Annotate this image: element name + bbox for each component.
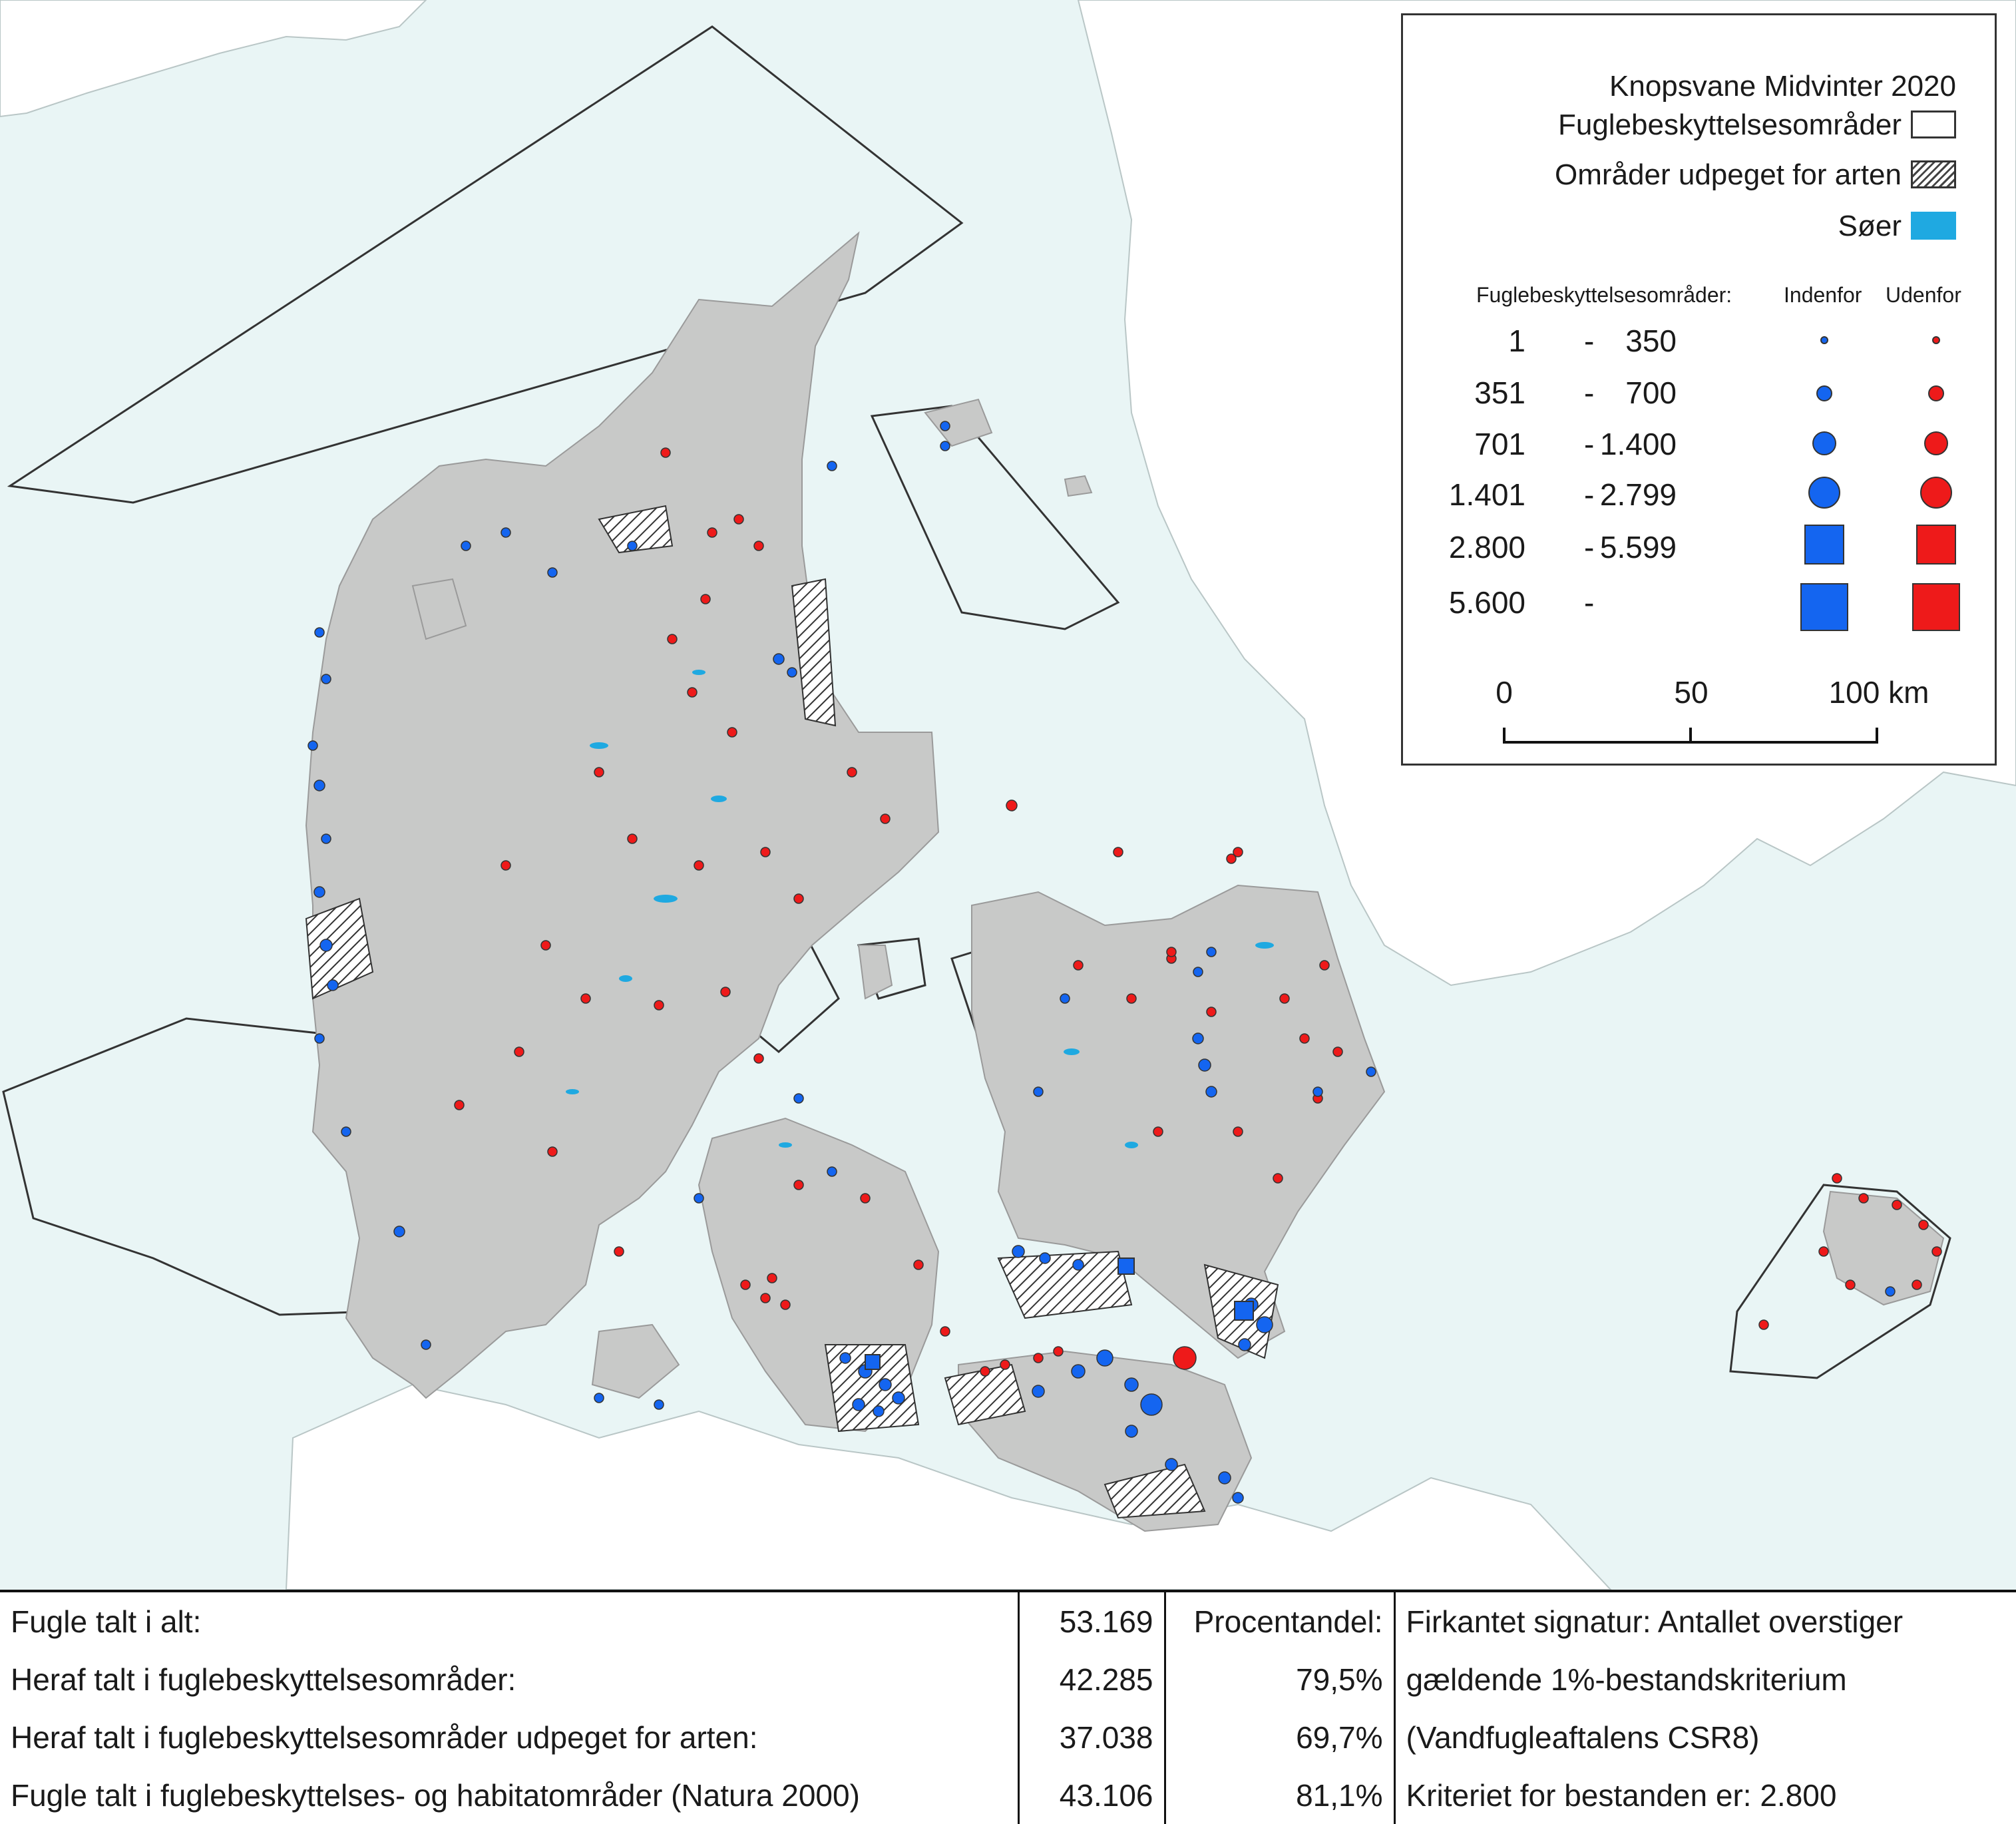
- scalebar-tick: [1876, 728, 1878, 744]
- scalebar-tick: [1503, 728, 1506, 744]
- legend-class-2-to: 700: [1625, 375, 1677, 410]
- legend-symbol-outside-2: [1928, 385, 1944, 401]
- laeso: [924, 398, 993, 447]
- legend-class-5-to: 5.599: [1599, 530, 1677, 565]
- legend-class-2-dash: -: [1584, 375, 1595, 410]
- legend-columns-header: Fuglebeskyttelsesområder:: [1476, 283, 1732, 307]
- legend-symbol-inside-2: [1816, 385, 1832, 401]
- legend-col-inside: Indenfor: [1784, 283, 1862, 307]
- legend-symbol-outside-1: [1932, 336, 1940, 344]
- legend-class-6-from: 5.600: [1448, 585, 1525, 620]
- stat-value: 43.106: [1017, 1766, 1165, 1824]
- legend-swatch-white: [1911, 111, 1956, 138]
- stat-percent: 81,1%: [1163, 1766, 1394, 1824]
- stat-label: Heraf talt i fuglebeskyttelsesområder:: [11, 1662, 516, 1697]
- scalebar-tick: [1689, 728, 1692, 744]
- legend-class-5-from: 2.800: [1448, 530, 1525, 565]
- legend-swatch-hatched: [1911, 160, 1956, 188]
- stat-note: gældende 1%-bestandskriterium: [1393, 1650, 2016, 1708]
- legend-col-outside: Udenfor: [1886, 283, 1961, 307]
- legend-symbol-outside-5: [1916, 525, 1956, 565]
- legend-symbol-inside-1: [1820, 336, 1828, 344]
- norway-land: [0, 0, 427, 118]
- map-legend: Knopsvane Midvinter 2020 Fuglebeskyttels…: [1401, 13, 1997, 766]
- counts-inside-spa: [307, 421, 1896, 1504]
- mors: [411, 578, 467, 640]
- lakes: [566, 670, 1274, 1148]
- counts-outside-spa: [454, 447, 1942, 1377]
- stat-note: Firkantet signatur: Antallet overstiger: [1393, 1592, 2016, 1650]
- stat-value: 53.169: [1017, 1592, 1165, 1650]
- stat-value: 42.285: [1017, 1650, 1165, 1708]
- stat-percent: 69,7%: [1163, 1708, 1394, 1766]
- legend-swatch-lakes: [1911, 212, 1956, 240]
- legend-class-3-from: 701: [1474, 427, 1525, 461]
- legend-class-1-to: 350: [1625, 324, 1677, 358]
- scalebar: 0 50 100 km: [1496, 674, 1929, 754]
- legend-symbol-outside-6: [1912, 583, 1960, 631]
- scalebar-label-100: 100 km: [1828, 675, 1929, 710]
- bornholm: [1822, 1190, 1945, 1306]
- als: [591, 1323, 680, 1399]
- legend-class-4-dash: -: [1584, 477, 1595, 512]
- germany-land: [285, 1383, 1612, 1590]
- legend-class-1-from: 1: [1508, 324, 1525, 358]
- counts-large-squares: [865, 1257, 1254, 1370]
- legend-class-2-from: 351: [1474, 375, 1525, 410]
- map-bottom-border: [0, 1590, 2016, 1592]
- legend-symbol-outside-4: [1920, 477, 1952, 509]
- legend-class-6-dash: -: [1584, 585, 1595, 620]
- legend-class-3-to: 1.400: [1599, 427, 1677, 461]
- legend-item-lakes: Søer: [1838, 210, 1902, 242]
- legend-class-4-to: 2.799: [1599, 477, 1677, 512]
- samso: [857, 945, 893, 1000]
- stat-label: Fugle talt i fuglebeskyttelses- og habit…: [11, 1777, 860, 1813]
- stat-label: Heraf talt i fuglebeskyttelsesområder ud…: [11, 1719, 758, 1755]
- legend-class-4-from: 1.401: [1448, 477, 1525, 512]
- legend-item-designated-areas: Områder udpeget for arten: [1555, 158, 1902, 191]
- legend-symbol-inside-5: [1804, 525, 1844, 565]
- legend-class-5-dash: -: [1584, 530, 1595, 565]
- legend-class-1-dash: -: [1584, 324, 1595, 358]
- scalebar-label-50: 50: [1674, 675, 1709, 710]
- jutland: [305, 231, 940, 1399]
- table-row: Heraf talt i fuglebeskyttelsesområder: 4…: [0, 1650, 2016, 1708]
- anholt: [1064, 475, 1093, 497]
- stat-percent: Procentandel:: [1163, 1592, 1394, 1650]
- stat-value: 37.038: [1017, 1708, 1165, 1766]
- legend-symbol-inside-4: [1808, 477, 1840, 509]
- stat-label: Fugle talt i alt:: [11, 1604, 202, 1639]
- scalebar-label-0: 0: [1496, 675, 1513, 710]
- table-row: Fugle talt i fuglebeskyttelses- og habit…: [0, 1766, 2016, 1824]
- legend-class-3-dash: -: [1584, 427, 1595, 461]
- legend-symbol-inside-3: [1812, 431, 1836, 455]
- stat-note: (Vandfugleaftalens CSR8): [1393, 1708, 2016, 1766]
- legend-symbol-outside-3: [1924, 431, 1948, 455]
- stat-percent: 79,5%: [1163, 1650, 1394, 1708]
- table-row: Heraf talt i fuglebeskyttelsesområder ud…: [0, 1708, 2016, 1766]
- legend-item-bird-protection-areas: Fuglebeskyttelsesområder: [1557, 109, 1902, 141]
- table-row: Fugle talt i alt: 53.169 Procentandel: F…: [0, 1592, 2016, 1650]
- legend-symbol-inside-6: [1800, 583, 1848, 631]
- stat-note: Kriteriet for bestanden er: 2.800: [1393, 1766, 2016, 1824]
- legend-title: Knopsvane Midvinter 2020: [1609, 70, 1956, 103]
- statistics-table: Fugle talt i alt: 53.169 Procentandel: F…: [0, 1592, 2016, 1824]
- denmark-land: [305, 231, 1945, 1532]
